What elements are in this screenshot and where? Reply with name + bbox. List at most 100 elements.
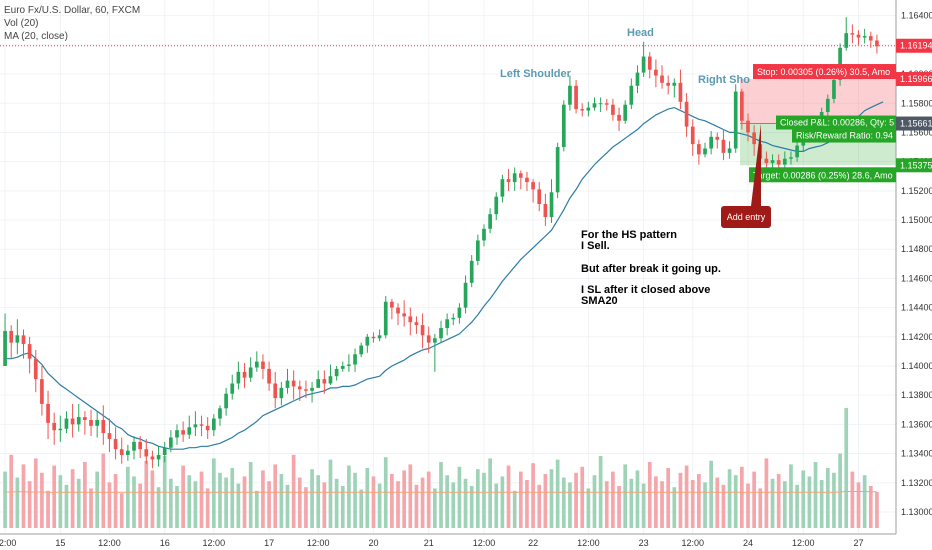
volume-bar (169, 478, 173, 528)
volume-bar (224, 477, 228, 528)
candle (383, 295, 388, 339)
candle-body (181, 430, 185, 435)
candle (279, 382, 284, 406)
candle (70, 403, 75, 438)
x-tick-label: 23 (639, 538, 649, 548)
candle-body (248, 367, 253, 378)
candle-body (242, 371, 247, 378)
volume-bar (850, 471, 855, 528)
candle (107, 418, 112, 453)
candle-body (420, 325, 425, 336)
volume-bar (21, 464, 26, 528)
candle (568, 75, 572, 111)
candle-body (549, 192, 554, 218)
candle-body (727, 148, 732, 153)
x-tick-label: 12:00 (473, 538, 496, 548)
candle (789, 151, 793, 165)
candle (635, 65, 640, 94)
candle-body (101, 419, 106, 434)
volume-bar (396, 481, 400, 528)
candle (537, 182, 542, 212)
candle-body (21, 335, 26, 345)
candle (469, 255, 474, 288)
candle-body (261, 361, 265, 369)
candle (672, 78, 677, 98)
candle-body (654, 69, 658, 76)
volume-bar (273, 464, 278, 528)
volume-bar (33, 458, 38, 528)
candle (187, 415, 192, 439)
candle (629, 78, 634, 110)
candle (15, 319, 20, 355)
candle (451, 313, 456, 326)
volume-bar (371, 476, 376, 528)
candle (285, 368, 290, 394)
volume-bar (46, 490, 50, 528)
candle-body (672, 82, 677, 86)
candle (33, 349, 38, 393)
candle (40, 365, 44, 416)
candle (3, 313, 7, 366)
volume-bar (328, 459, 333, 528)
candle (291, 370, 296, 400)
candle-body (107, 433, 112, 439)
risk-reward-label-bg (792, 129, 896, 143)
volume-bar (310, 469, 314, 528)
volume-bar (617, 486, 621, 528)
head-label: Head (627, 27, 654, 39)
y-tick-label: 1.13200 (901, 478, 932, 488)
candle-body (224, 393, 228, 409)
candle-body (709, 136, 713, 149)
candle-body (568, 85, 572, 105)
volume-bar (678, 472, 683, 528)
volume-bar (101, 453, 106, 528)
candle (390, 298, 394, 320)
volume-bar (64, 484, 69, 528)
candle-body (316, 379, 321, 388)
candle (169, 430, 173, 453)
volume-bar (261, 470, 265, 528)
candle-body (76, 417, 81, 425)
candle-body (746, 120, 750, 133)
volume-bar (825, 468, 830, 528)
add-entry-bg (721, 206, 771, 228)
volume-bar (733, 475, 738, 528)
legend-ma: MA (20, close) (4, 31, 68, 42)
candle-body (463, 282, 468, 308)
candle-body (353, 354, 357, 365)
volume-bar (537, 484, 542, 528)
candle-body (764, 158, 769, 164)
x-tick-label: 21 (424, 538, 434, 548)
candle (592, 97, 597, 111)
candle (463, 275, 468, 314)
price-tag-bg (896, 72, 932, 87)
candle (844, 17, 849, 51)
volume-bar (518, 471, 523, 528)
volume-bar (408, 464, 413, 528)
volume-bar (254, 490, 259, 528)
volume-bar (89, 488, 93, 528)
y-tick-label: 1.13800 (901, 390, 932, 400)
y-tick-label: 1.14400 (901, 303, 932, 313)
volume-bar (789, 464, 793, 528)
volume-bar (623, 464, 628, 528)
candle-body (144, 449, 149, 457)
y-tick-label: 1.13600 (901, 419, 932, 429)
volume-bar (604, 481, 609, 528)
volume-bar (795, 484, 799, 528)
candle-body (138, 441, 142, 450)
candle-body (27, 344, 32, 359)
candle-body (414, 322, 419, 326)
candle (525, 171, 529, 191)
volume-bar (801, 470, 806, 528)
volume-ma-path (5, 491, 877, 493)
candle-body (433, 338, 437, 343)
volume-bar (660, 481, 664, 528)
candle-body (500, 179, 505, 197)
candle (52, 412, 57, 445)
candle-body (334, 368, 339, 377)
candle-body (15, 335, 20, 343)
volume-bar (684, 465, 689, 528)
volume-bar (113, 474, 118, 528)
